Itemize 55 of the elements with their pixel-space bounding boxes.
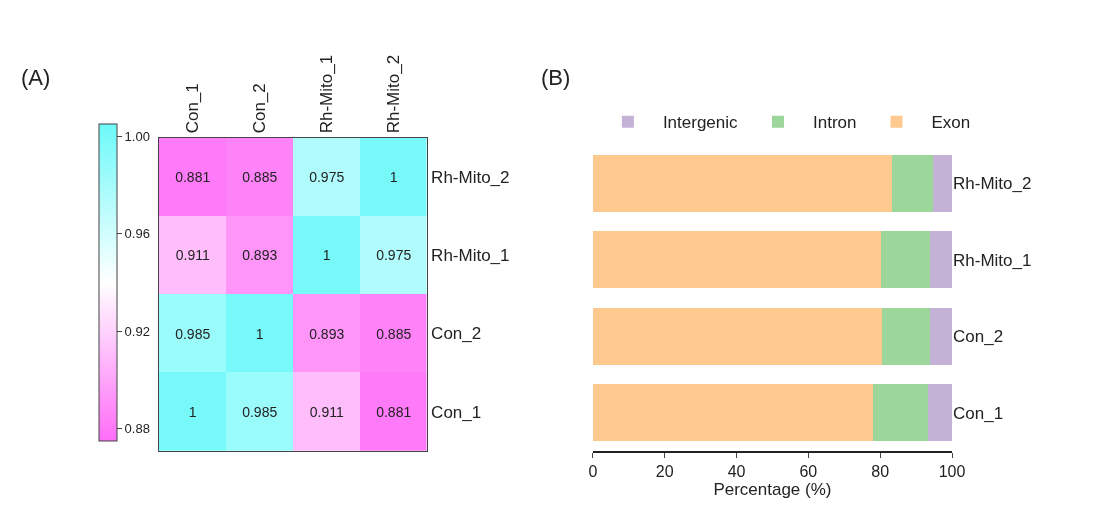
data-label: 0.881 [175, 168, 211, 185]
x-axis-title: Percentage (%) [713, 479, 832, 499]
bar [891, 154, 933, 212]
y-tick-label: Con_2 [431, 324, 482, 344]
chart-title: (B) [541, 65, 571, 90]
bar [930, 307, 952, 365]
data-label: 1 [255, 325, 264, 342]
y-tick-label: Rh-Mito_1 [953, 250, 1032, 270]
bar [592, 384, 874, 442]
color-bar-label: 0.96 [124, 226, 150, 242]
y-tick-label: Rh-Mito_2 [953, 174, 1032, 194]
bar [928, 384, 952, 442]
legend-label: Intron [813, 113, 857, 133]
chart-title: (A) [21, 65, 51, 90]
legend-label: Exon [931, 113, 971, 133]
data-label: 1 [389, 168, 398, 185]
data-label: 0.881 [376, 403, 412, 420]
bar [930, 231, 952, 289]
x-tick-label: Con_2 [249, 83, 269, 134]
x-tick-label: 20 [655, 462, 674, 480]
data-label: 0.975 [309, 168, 345, 185]
data-label: 0.911 [309, 403, 344, 420]
data-label: 1 [322, 246, 331, 263]
y-tick-label: Rh-Mito_2 [431, 167, 510, 187]
color-bar-label: 0.88 [124, 421, 150, 437]
y-tick-label: Con_1 [953, 403, 1004, 423]
y-tick-label: Con_2 [953, 327, 1004, 347]
data-label: 0.893 [309, 325, 345, 342]
bar [592, 154, 892, 212]
color-bar-label: 0.92 [124, 323, 150, 339]
x-tick-label: 0 [588, 462, 598, 480]
bar [881, 307, 931, 365]
x-tick-label: 80 [871, 462, 890, 480]
bar [932, 154, 952, 212]
x-tick-label: Rh-Mito_1 [316, 54, 336, 134]
bar [592, 307, 882, 365]
x-tick-label: 60 [799, 462, 818, 480]
y-tick-label: Rh-Mito_1 [431, 246, 510, 266]
x-tick-label: 40 [727, 462, 746, 480]
data-label: 0.885 [376, 325, 412, 342]
x-tick-label: 100 [938, 462, 966, 480]
bar [881, 231, 931, 289]
data-label: 0.893 [242, 246, 278, 263]
bar [873, 384, 929, 442]
color-bar-label: 1.00 [124, 128, 150, 144]
data-label: 0.975 [376, 246, 412, 263]
data-label: 0.985 [175, 325, 211, 342]
data-label: 0.911 [175, 246, 210, 263]
x-tick-label: Con_1 [182, 83, 202, 134]
legend-label: Intergenic [662, 113, 739, 133]
data-label: 0.885 [242, 168, 278, 185]
y-tick-label: Con_1 [431, 402, 482, 422]
data-label: 0.985 [242, 403, 278, 420]
data-label: 1 [188, 403, 197, 420]
bar [592, 231, 882, 289]
